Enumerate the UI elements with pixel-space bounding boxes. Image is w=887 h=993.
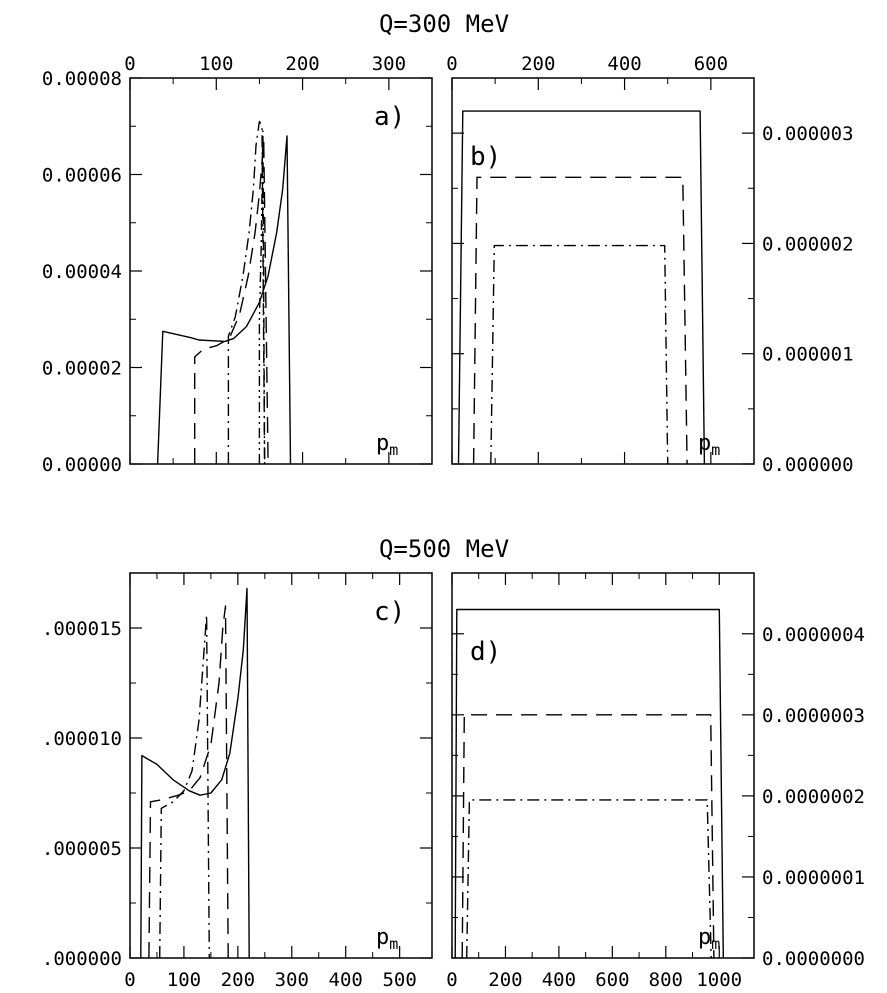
panel-label: c)	[374, 597, 405, 627]
series-line-dashed	[461, 714, 715, 959]
y-tick-label: 0.000002	[762, 233, 854, 255]
x-axis-label: pm	[698, 431, 720, 459]
x-axis-label: pm	[376, 925, 398, 953]
series-line-solid	[457, 110, 706, 465]
series-line-dashdot	[227, 120, 266, 465]
x-tick-label: 200	[285, 53, 319, 75]
series-line-dashdotdot	[258, 130, 266, 465]
x-tick-label: 0	[446, 53, 457, 75]
x-tick-label: 0	[124, 969, 135, 991]
x-axis-label: pm	[698, 925, 720, 953]
panel-b: 0 200 400 600 0.000000 0.000001 0.000002 0.0000…	[446, 53, 853, 476]
series-line-solid	[454, 608, 724, 959]
x-tick-label: 300	[372, 53, 406, 75]
x-tick-label: 200	[521, 53, 555, 75]
y-tick-label: 0.000003	[762, 123, 854, 145]
panel-a: 0 100 200 300 0.00000 0.00002 0.00004 0.00006 0.…	[42, 53, 433, 476]
x-tick-label: 500	[382, 969, 416, 991]
y-tick-label: .000000	[42, 948, 122, 970]
x-tick-label: 800	[649, 969, 683, 991]
panel-d: 0 200 400 600 800 1000 0.0000000 0.0000001 0.000…	[446, 572, 865, 991]
panel-label: d)	[470, 637, 501, 667]
y-tick-label: .000010	[42, 728, 122, 750]
figure-title-q500: Q=500 MeV	[379, 535, 509, 563]
x-tick-label: 400	[607, 53, 641, 75]
y-tick-label: .000015	[42, 618, 122, 640]
x-tick-label: 0	[124, 53, 135, 75]
x-tick-label: 100	[199, 53, 233, 75]
y-tick-label: 0.00006	[42, 165, 122, 187]
y-tick-label: 0.0000004	[762, 624, 865, 646]
y-tick-label: 0.0000000	[762, 948, 865, 970]
x-tick-label: 400	[329, 969, 363, 991]
plot-frame	[451, 572, 755, 959]
y-tick-label: 0.0000001	[762, 867, 865, 889]
y-tick-label: 0.00002	[42, 358, 122, 380]
y-tick-label: .000005	[42, 838, 122, 860]
series-line-dashdot	[159, 614, 210, 959]
y-tick-label: 0.00008	[42, 68, 122, 90]
panel-label: b)	[470, 142, 501, 172]
x-tick-label: 600	[595, 969, 629, 991]
y-tick-label: 0.000001	[762, 344, 854, 366]
panel-label: a)	[374, 102, 405, 132]
figure-title-q300: Q=300 MeV	[379, 10, 509, 38]
x-axis-label: pm	[376, 431, 398, 459]
x-tick-label: 200	[488, 969, 522, 991]
plot-frame	[129, 77, 433, 465]
series-line-dashed	[148, 605, 229, 959]
y-tick-label: 0.00004	[42, 261, 122, 283]
series-line-dashdot	[490, 244, 669, 465]
plot-frame	[129, 572, 433, 959]
y-tick-label: 0.0000002	[762, 786, 865, 808]
x-tick-label: 400	[542, 969, 576, 991]
series-line-solid	[140, 587, 250, 959]
chart-panels: 0 100 200 300 0.00000 0.00002 0.00004 0.00006 0.…	[42, 53, 865, 991]
x-tick-label: 1000	[696, 969, 742, 991]
x-tick-label: 100	[167, 969, 201, 991]
y-tick-label: 0.00000	[42, 454, 122, 476]
y-tick-label: 0.000000	[762, 454, 854, 476]
series-line-dashed	[193, 139, 269, 465]
y-tick-label: 0.0000003	[762, 705, 865, 727]
series-line-solid	[156, 135, 292, 465]
x-tick-label: 200	[221, 969, 255, 991]
series-line-dashdot	[466, 799, 712, 959]
x-tick-label: 600	[694, 53, 728, 75]
x-tick-label: 0	[446, 969, 457, 991]
x-tick-label: 300	[275, 969, 309, 991]
panel-c: 0 100 200 300 400 500 .000000 .000005 .000010 .00…	[42, 572, 433, 991]
plot-frame	[451, 77, 755, 465]
series-line-dashed	[472, 176, 688, 465]
